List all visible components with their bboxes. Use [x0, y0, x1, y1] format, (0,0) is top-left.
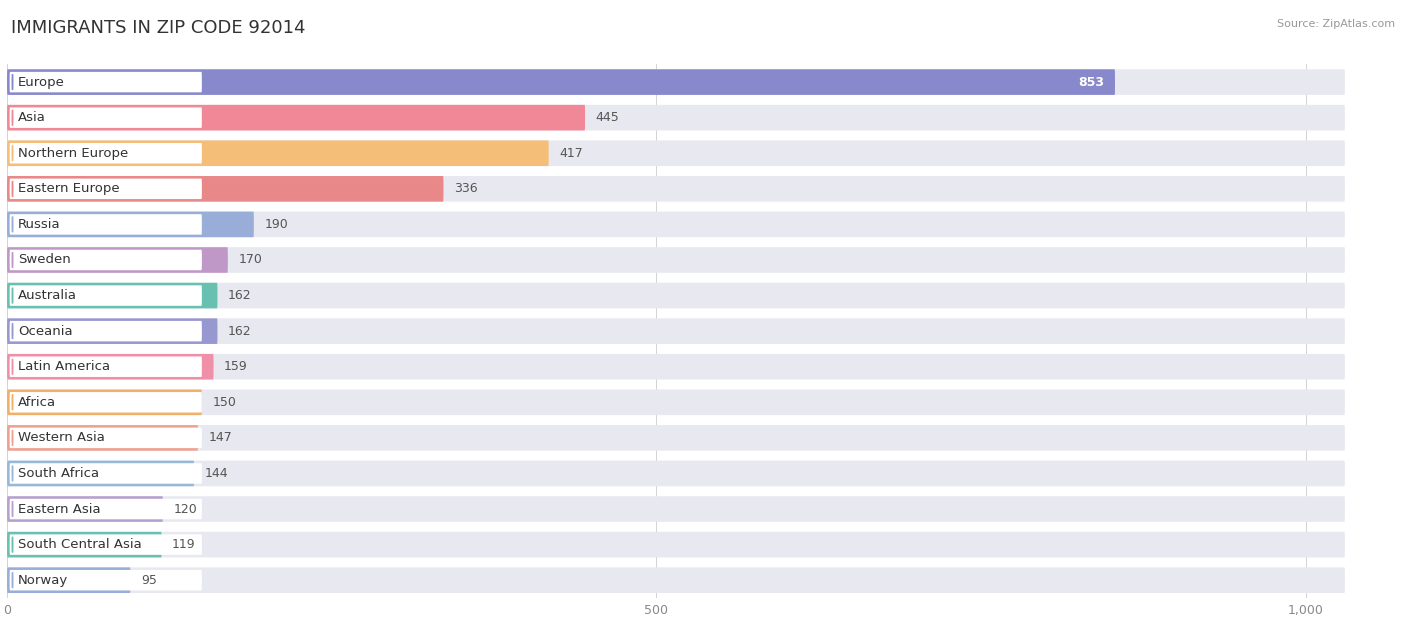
FancyBboxPatch shape: [7, 390, 202, 415]
FancyBboxPatch shape: [10, 392, 202, 413]
FancyBboxPatch shape: [10, 72, 202, 93]
FancyBboxPatch shape: [7, 212, 254, 237]
Text: 445: 445: [595, 111, 619, 124]
FancyBboxPatch shape: [7, 283, 218, 309]
FancyBboxPatch shape: [7, 105, 1346, 131]
FancyBboxPatch shape: [7, 247, 1346, 273]
FancyBboxPatch shape: [7, 69, 1346, 95]
Text: South Africa: South Africa: [18, 467, 98, 480]
Text: Western Asia: Western Asia: [18, 431, 105, 444]
FancyBboxPatch shape: [7, 212, 1346, 237]
FancyBboxPatch shape: [7, 532, 1346, 557]
Text: Northern Europe: Northern Europe: [18, 147, 128, 159]
FancyBboxPatch shape: [7, 390, 1346, 415]
Text: 150: 150: [212, 396, 236, 409]
FancyBboxPatch shape: [10, 356, 202, 377]
Text: 144: 144: [204, 467, 228, 480]
FancyBboxPatch shape: [10, 463, 202, 484]
Text: South Central Asia: South Central Asia: [18, 538, 142, 551]
FancyBboxPatch shape: [7, 176, 1346, 202]
FancyBboxPatch shape: [10, 570, 202, 590]
Text: Africa: Africa: [18, 396, 56, 409]
Text: 95: 95: [141, 574, 156, 586]
Text: 119: 119: [172, 538, 195, 551]
FancyBboxPatch shape: [10, 428, 202, 448]
FancyBboxPatch shape: [7, 69, 1115, 95]
Text: Russia: Russia: [18, 218, 60, 231]
Text: 162: 162: [228, 325, 252, 338]
FancyBboxPatch shape: [7, 567, 131, 593]
FancyBboxPatch shape: [10, 285, 202, 306]
FancyBboxPatch shape: [10, 214, 202, 235]
FancyBboxPatch shape: [7, 176, 443, 202]
Text: 147: 147: [208, 431, 232, 444]
Text: Latin America: Latin America: [18, 360, 110, 373]
FancyBboxPatch shape: [7, 567, 1346, 593]
FancyBboxPatch shape: [7, 460, 194, 486]
Text: 417: 417: [560, 147, 583, 159]
Text: Source: ZipAtlas.com: Source: ZipAtlas.com: [1277, 19, 1395, 30]
Text: IMMIGRANTS IN ZIP CODE 92014: IMMIGRANTS IN ZIP CODE 92014: [11, 19, 305, 37]
Text: 336: 336: [454, 183, 478, 195]
Text: 190: 190: [264, 218, 288, 231]
FancyBboxPatch shape: [7, 496, 163, 522]
Text: Oceania: Oceania: [18, 325, 73, 338]
Text: Eastern Asia: Eastern Asia: [18, 503, 101, 516]
Text: Norway: Norway: [18, 574, 69, 586]
FancyBboxPatch shape: [7, 354, 1346, 379]
FancyBboxPatch shape: [10, 534, 202, 555]
FancyBboxPatch shape: [10, 499, 202, 520]
Text: Asia: Asia: [18, 111, 46, 124]
Text: Europe: Europe: [18, 76, 65, 89]
FancyBboxPatch shape: [10, 179, 202, 199]
Text: 853: 853: [1078, 76, 1105, 89]
FancyBboxPatch shape: [10, 143, 202, 163]
FancyBboxPatch shape: [7, 247, 228, 273]
FancyBboxPatch shape: [7, 283, 1346, 309]
FancyBboxPatch shape: [7, 140, 548, 166]
FancyBboxPatch shape: [7, 354, 214, 379]
Text: Australia: Australia: [18, 289, 77, 302]
Text: Sweden: Sweden: [18, 253, 70, 266]
Text: Eastern Europe: Eastern Europe: [18, 183, 120, 195]
FancyBboxPatch shape: [7, 318, 218, 344]
FancyBboxPatch shape: [10, 107, 202, 128]
FancyBboxPatch shape: [7, 460, 1346, 486]
FancyBboxPatch shape: [10, 249, 202, 270]
Text: 162: 162: [228, 289, 252, 302]
FancyBboxPatch shape: [7, 425, 1346, 451]
FancyBboxPatch shape: [7, 496, 1346, 522]
FancyBboxPatch shape: [10, 321, 202, 341]
Text: 120: 120: [173, 503, 197, 516]
FancyBboxPatch shape: [7, 140, 1346, 166]
FancyBboxPatch shape: [7, 532, 162, 557]
Text: 159: 159: [224, 360, 247, 373]
Text: 170: 170: [238, 253, 262, 266]
FancyBboxPatch shape: [7, 105, 585, 131]
FancyBboxPatch shape: [7, 318, 1346, 344]
FancyBboxPatch shape: [7, 425, 198, 451]
